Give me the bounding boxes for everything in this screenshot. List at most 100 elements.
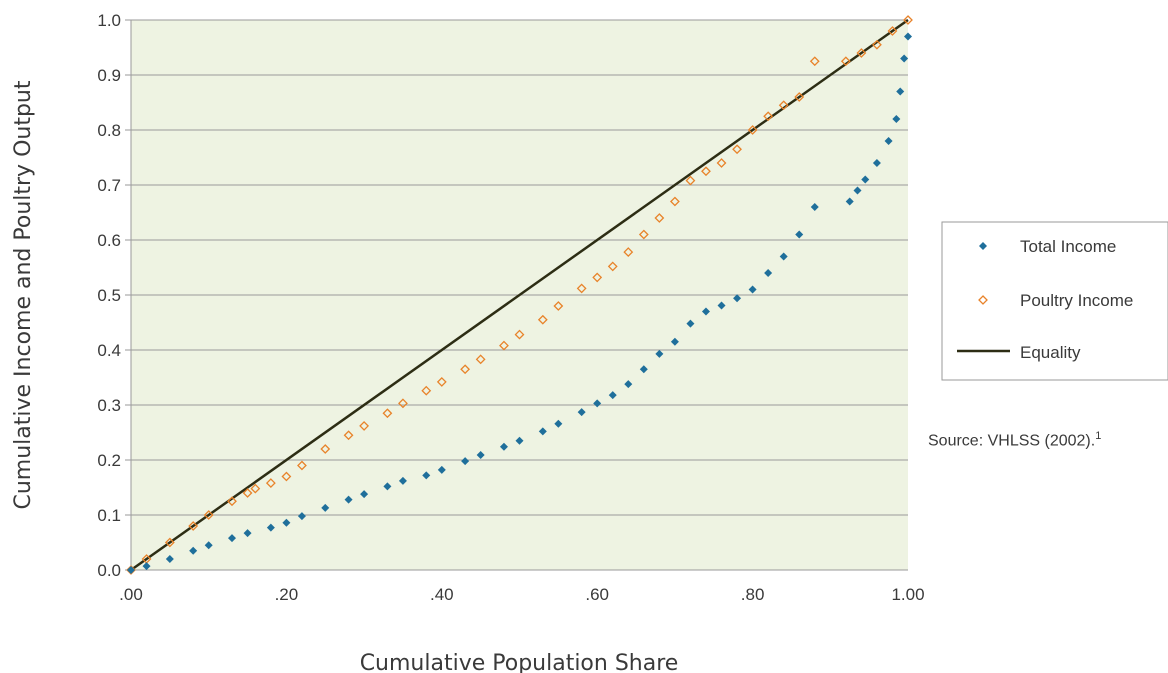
total-income-point [266,523,275,532]
poultry-income-point [203,510,214,520]
total-income-point [872,159,881,167]
x-tick-label: .00 [119,585,143,604]
total-income-point [383,482,392,491]
poultry-income-point [607,261,618,272]
legend-marker-total-income [979,242,987,250]
poultry-income-point [794,92,805,102]
y-tick-label: 0.8 [97,121,121,140]
x-tick-label: .40 [430,585,454,604]
poultry-income-point [281,471,292,482]
legend-label-poultry-income: Poultry Income [1020,291,1133,310]
poultry-income-point [903,15,913,25]
x-tick-label: .60 [585,585,609,604]
poultry-income-point [398,398,408,409]
poultry-income-point [421,385,432,396]
total-income-point [344,495,353,504]
x-axis-title: Cumulative Population Share [360,651,679,673]
total-income-point [764,269,773,277]
poultry-income-point [537,314,548,325]
total-income-point [243,529,252,538]
poultry-income-point [685,175,696,186]
y-axis-ticks: 0.0 0.1 0.2 0.3 0.4 0.5 0.6 0.7 0.8 0.9 1.0 [97,11,121,580]
y-tick-label: 1.0 [97,11,121,30]
poultry-income-point [592,272,603,283]
source-note: Source: VHLSS (2002).1 [928,430,1101,450]
total-income-point [733,294,742,303]
x-axis-ticks: .00 .20 .40 .60 .80 1.00 [119,585,924,604]
poultry-income-point [732,144,742,155]
source-footnote-marker: 1 [1095,430,1102,442]
total-income-point [515,436,524,445]
total-income-point [639,365,648,374]
poultry-income-point [436,376,447,387]
poultry-income-point [460,364,471,375]
total-income-point [624,380,633,389]
total-income-point [655,349,664,358]
total-income-point [228,534,237,543]
total-income-point [142,562,151,571]
poultry-income-point [514,329,525,340]
total-income-point [554,419,563,428]
total-income-point [127,566,135,574]
poultry-income-point [654,213,665,223]
poultry-income-point [809,56,820,67]
y-tick-label: 0.5 [97,286,121,305]
total-income-point [904,32,912,41]
total-income-point [884,137,893,145]
poultry-income-point [227,496,237,507]
poultry-income-point [623,247,634,258]
total-income-point [861,175,870,184]
y-tick-label: 0.7 [97,176,121,195]
poultry-income-point [701,166,711,177]
series-total-income [127,32,912,574]
poultry-income-point [638,229,649,240]
poultry-income-point [343,430,354,441]
total-income-point [189,546,198,555]
total-income-point [779,252,788,261]
total-income-point [795,230,804,239]
total-income-point [608,391,617,400]
poultry-income-point [359,420,370,431]
poultry-income-point [576,283,587,294]
x-tick-label: 1.00 [891,585,924,604]
total-income-point [461,457,470,466]
poultry-income-point [164,537,175,548]
total-income-point [321,503,330,512]
legend-marker-poultry-income [978,295,988,305]
total-income-point [701,307,710,316]
poultry-income-point [475,354,486,365]
total-income-point [437,465,446,474]
total-income-point [165,555,174,563]
y-tick-label: 0.2 [97,451,121,470]
poultry-income-point [763,111,774,122]
poultry-income-point [747,125,758,135]
poultry-income-point [250,483,261,494]
total-income-point [670,337,679,346]
poultry-income-point [188,521,199,531]
total-income-point [896,87,905,96]
equality-line [130,18,909,572]
total-income-point [686,319,695,328]
poultry-income-point [669,196,680,207]
y-tick-label: 0.6 [97,231,121,250]
x-tick-label: .80 [741,585,765,604]
poultry-income-point [382,408,393,419]
poultry-income-point [320,444,331,454]
total-income-point [853,186,862,195]
total-income-point [845,197,854,206]
total-income-point [810,203,819,211]
poultry-income-point [887,26,898,36]
total-income-point [398,476,407,485]
poultry-income-point [840,56,851,67]
total-income-point [297,512,306,521]
poultry-income-point [242,488,253,498]
total-income-point [360,490,369,499]
series-poultry-income [126,15,913,575]
y-axis-title: Cumulative Income and Poultry Output [11,80,36,509]
legend-label-equality: Equality [1020,343,1081,362]
poultry-income-point [778,100,789,111]
poultry-income-point [872,39,882,50]
total-income-point [577,408,586,417]
total-income-point [892,115,901,123]
